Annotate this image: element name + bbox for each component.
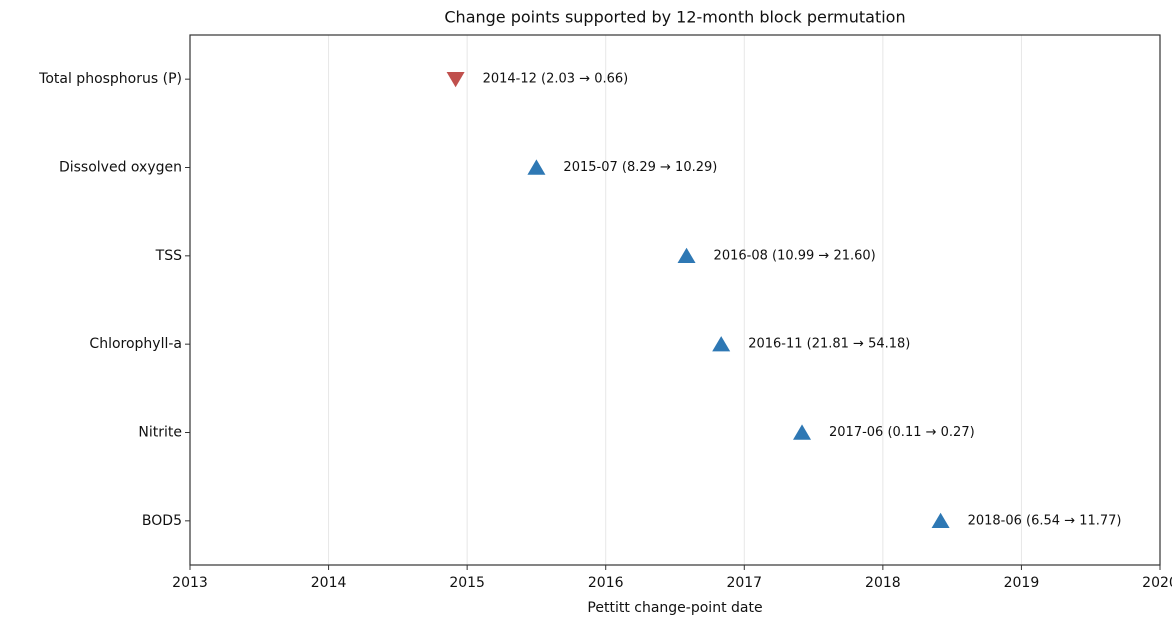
change-point-marker (793, 424, 812, 440)
x-tick-label: 2019 (1004, 575, 1040, 591)
annotation: 2017-06 (0.11 → 0.27) (829, 425, 975, 440)
change-point-marker (677, 247, 696, 264)
y-tick-label: Total phosphorus (P) (38, 71, 182, 87)
x-tick-label: 2020 (1142, 575, 1172, 591)
x-tick-label: 2014 (311, 575, 347, 591)
change-point-marker (931, 512, 950, 529)
y-tick-label: Dissolved oxygen (59, 160, 182, 176)
y-tick-label: BOD5 (142, 513, 182, 529)
x-tick-label: 2016 (588, 575, 624, 591)
x-tick-label: 2017 (726, 575, 762, 591)
annotation: 2016-11 (21.81 → 54.18) (748, 337, 910, 352)
change-point-marker (527, 159, 546, 175)
change-point-marker (712, 336, 731, 352)
change-point-marker (446, 71, 465, 88)
annotation: 2016-08 (10.99 → 21.60) (714, 248, 876, 263)
x-tick-label: 2015 (449, 575, 485, 591)
x-tick-label: 2013 (172, 575, 208, 591)
x-tick-label: 2018 (865, 575, 901, 591)
annotation: 2015-07 (8.29 → 10.29) (563, 160, 717, 175)
y-tick-label: Chlorophyll-a (89, 336, 182, 352)
y-tick-label: TSS (155, 248, 182, 264)
plot-frame (189, 34, 1161, 566)
x-axis-label: Pettitt change-point date (587, 600, 762, 616)
annotation: 2014-12 (2.03 → 0.66) (483, 72, 629, 87)
annotation: 2018-06 (6.54 → 11.77) (968, 513, 1122, 528)
chart-title: Change points supported by 12-month bloc… (444, 8, 905, 27)
y-tick-label: Nitrite (138, 425, 182, 441)
